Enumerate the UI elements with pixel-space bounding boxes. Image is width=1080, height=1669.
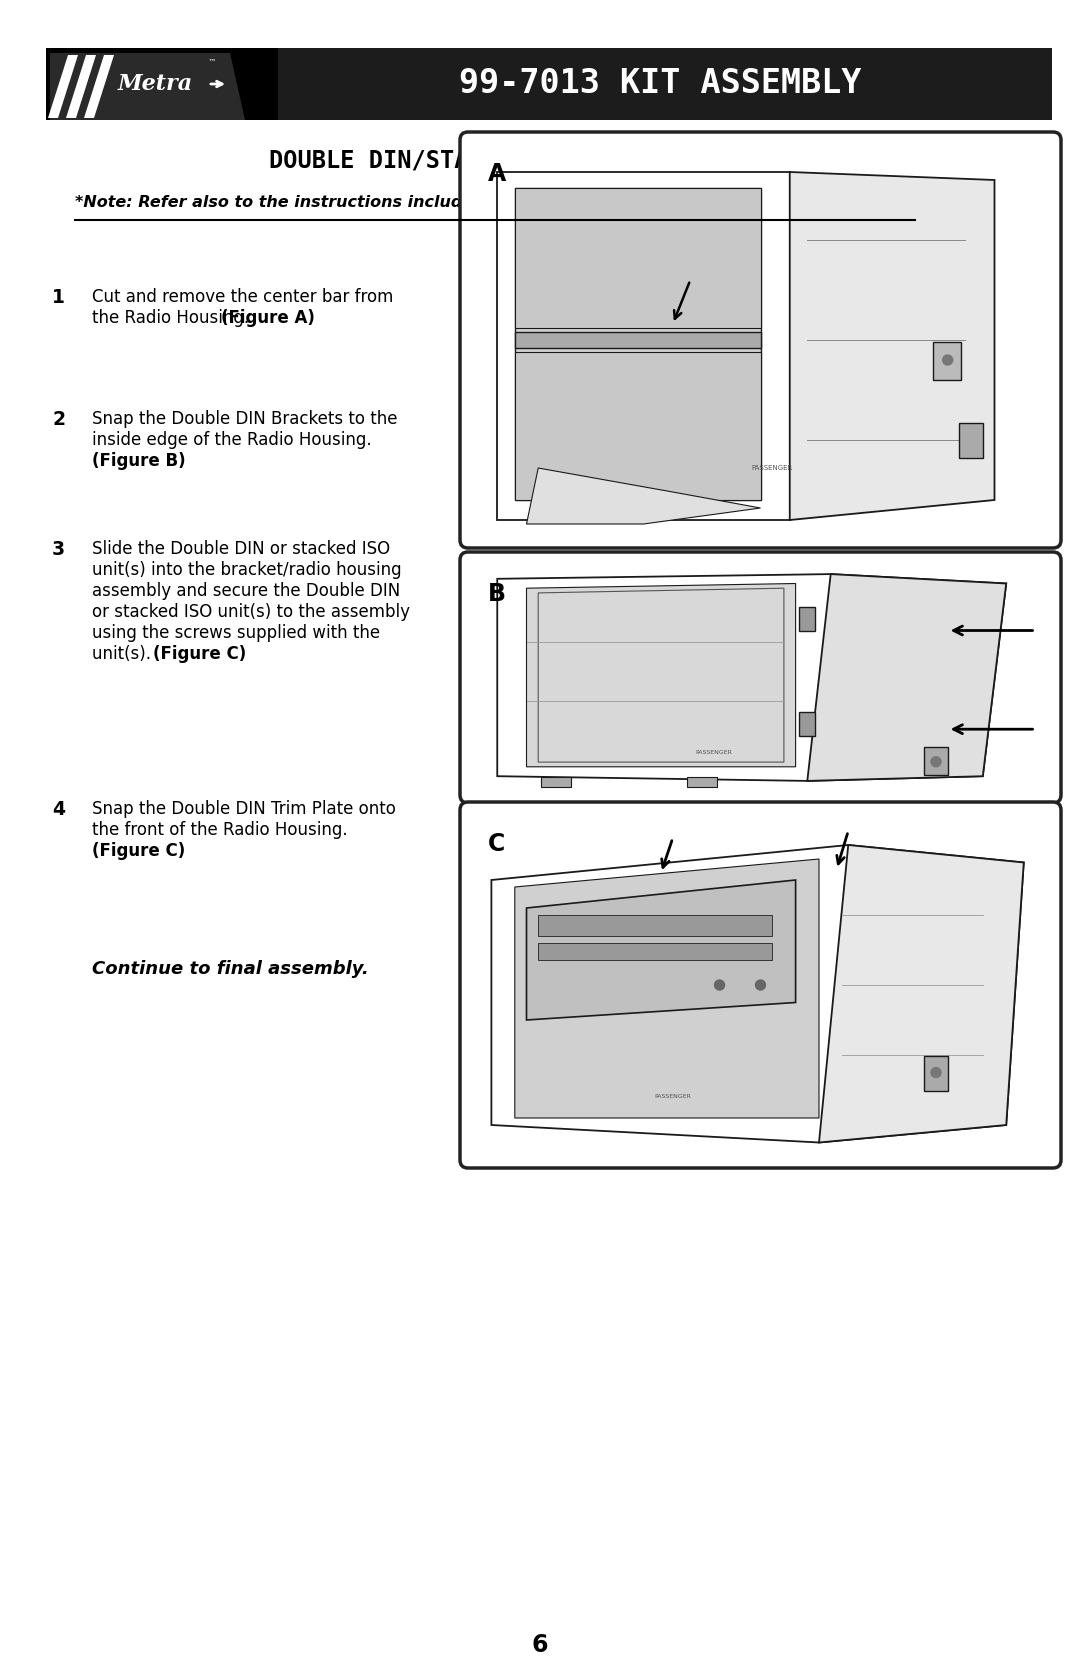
Text: DOUBLE DIN/STACKED ISO UNITS PROVISION: DOUBLE DIN/STACKED ISO UNITS PROVISION [269, 149, 811, 172]
Text: B: B [488, 582, 507, 606]
Text: 3: 3 [52, 541, 65, 559]
Bar [933, 342, 961, 381]
Bar [687, 776, 717, 786]
Text: 4: 4 [52, 799, 65, 819]
Text: Slide the Double DIN or stacked ISO: Slide the Double DIN or stacked ISO [92, 541, 390, 557]
Bar [541, 776, 570, 786]
Text: A: A [488, 162, 507, 185]
Bar [28, 48, 1052, 120]
Polygon shape [48, 55, 78, 118]
Polygon shape [527, 467, 760, 524]
Circle shape [715, 980, 725, 990]
FancyBboxPatch shape [460, 132, 1061, 547]
Text: Snap the Double DIN Brackets to the: Snap the Double DIN Brackets to the [92, 411, 397, 427]
Polygon shape [50, 53, 245, 120]
Polygon shape [527, 584, 796, 766]
FancyBboxPatch shape [460, 803, 1061, 1168]
Text: PASSENGER: PASSENGER [696, 749, 732, 754]
Text: (Figure A): (Figure A) [221, 309, 315, 327]
Text: or stacked ISO unit(s) to the assembly: or stacked ISO unit(s) to the assembly [92, 603, 410, 621]
Bar [799, 713, 815, 736]
Bar [538, 943, 772, 960]
Text: (Figure C): (Figure C) [92, 841, 186, 860]
Text: unit(s) into the bracket/radio housing: unit(s) into the bracket/radio housing [92, 561, 402, 579]
Text: Continue to final assembly.: Continue to final assembly. [92, 960, 368, 978]
Polygon shape [527, 880, 796, 1020]
Text: PASSENGER: PASSENGER [752, 466, 793, 471]
Text: C: C [488, 833, 505, 856]
Bar [924, 746, 948, 774]
Text: using the screws supplied with the: using the screws supplied with the [92, 624, 380, 643]
Text: 1: 1 [52, 289, 65, 307]
Polygon shape [66, 55, 96, 118]
Text: (Figure C): (Figure C) [153, 644, 246, 663]
Polygon shape [515, 332, 760, 349]
Bar [28, 48, 278, 120]
Text: unit(s).: unit(s). [92, 644, 157, 663]
Text: assembly and secure the Double DIN: assembly and secure the Double DIN [92, 582, 401, 599]
Text: (Figure B): (Figure B) [92, 452, 186, 471]
Bar [959, 422, 983, 457]
Circle shape [943, 355, 953, 366]
Polygon shape [84, 55, 114, 118]
Text: 6: 6 [531, 1632, 549, 1657]
Bar [924, 1055, 948, 1090]
Text: the front of the Radio Housing.: the front of the Radio Housing. [92, 821, 348, 840]
Text: Metra: Metra [118, 73, 192, 95]
Text: inside edge of the Radio Housing.: inside edge of the Radio Housing. [92, 431, 372, 449]
Bar [799, 608, 815, 631]
Text: Snap the Double DIN Trim Plate onto: Snap the Double DIN Trim Plate onto [92, 799, 396, 818]
FancyBboxPatch shape [460, 552, 1061, 803]
Text: Cut and remove the center bar from: Cut and remove the center bar from [92, 289, 393, 305]
Bar [28, 48, 46, 120]
Circle shape [756, 980, 766, 990]
Bar [538, 915, 772, 936]
Circle shape [931, 1068, 941, 1078]
Text: *Note: Refer also to the instructions included with the aftermarket radio.: *Note: Refer also to the instructions in… [75, 195, 737, 210]
Text: PASSENGER: PASSENGER [654, 1095, 691, 1100]
Polygon shape [819, 845, 1024, 1143]
Text: ™: ™ [208, 57, 216, 67]
Circle shape [931, 756, 941, 766]
Text: the Radio Housing.: the Radio Housing. [92, 309, 255, 327]
Text: 2: 2 [52, 411, 65, 429]
Polygon shape [515, 860, 819, 1118]
Polygon shape [515, 189, 760, 501]
Polygon shape [789, 172, 995, 521]
Polygon shape [807, 574, 1007, 781]
Polygon shape [515, 352, 760, 501]
Text: 99-7013 KIT ASSEMBLY: 99-7013 KIT ASSEMBLY [459, 67, 861, 100]
Polygon shape [515, 189, 760, 329]
